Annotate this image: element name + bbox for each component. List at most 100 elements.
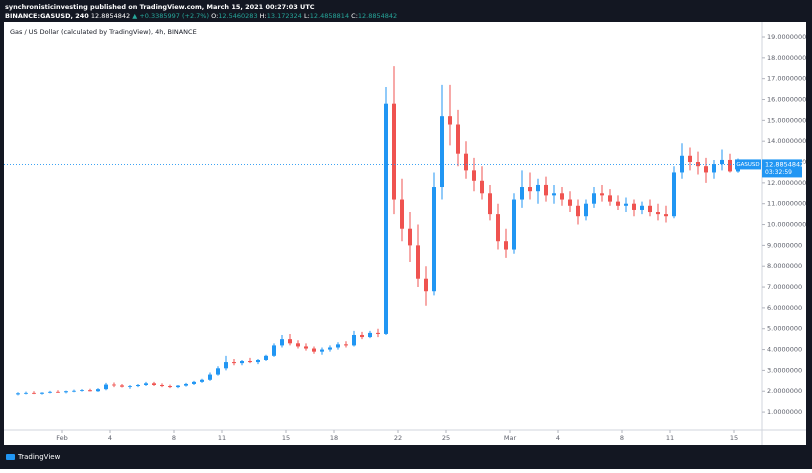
candle-body	[384, 103, 388, 334]
y-tick-label: 1.0000000	[767, 408, 802, 416]
o-label: O:	[211, 12, 218, 20]
change: ▲ +0.3385997 (+2.7%)	[132, 12, 209, 20]
x-tick-label: 22	[394, 434, 402, 442]
publisher: synchronisticinvesting published on Trad…	[5, 3, 315, 11]
symbol-tag-bg	[735, 159, 761, 170]
y-tick-label: 18.0000000	[767, 54, 806, 62]
candle-body	[720, 159, 724, 165]
candle-body	[432, 187, 436, 292]
logo	[6, 454, 15, 460]
c-value: 12.8854842	[358, 12, 397, 20]
candle-body	[152, 383, 156, 385]
candle-body	[344, 344, 348, 346]
y-tick-label: 3.0000000	[767, 366, 802, 374]
logo-icon	[6, 454, 15, 460]
c-label: C:	[351, 12, 358, 20]
candle-body	[216, 368, 220, 375]
chart-panel	[4, 22, 806, 445]
candle-body	[496, 214, 500, 242]
candle-body	[224, 362, 228, 369]
candle-body	[408, 228, 412, 246]
candle-body	[448, 116, 452, 125]
candle-body	[304, 346, 308, 349]
candle-body	[192, 381, 196, 384]
last: 12.8854842	[91, 12, 130, 20]
y-tick-label: 15.0000000	[767, 116, 806, 124]
candle-body	[136, 384, 140, 387]
candle-body	[120, 385, 124, 387]
y-tick-label: 2.0000000	[767, 387, 802, 395]
candle-body	[464, 153, 468, 171]
candle-body	[128, 386, 132, 387]
candle-body	[536, 184, 540, 192]
candle-body	[712, 164, 716, 173]
candle-body	[616, 201, 620, 206]
candle-body	[688, 155, 692, 163]
y-tick-label: 14.0000000	[767, 137, 806, 145]
x-tick-label: 4	[108, 434, 112, 442]
candle-body	[440, 116, 444, 188]
candle-body	[232, 362, 236, 364]
x-tick-label: 11	[666, 434, 674, 442]
y-tick-label: 9.0000000	[767, 241, 802, 249]
candle-body	[552, 193, 556, 196]
candle-body	[208, 374, 212, 380]
candle-body	[328, 347, 332, 350]
x-tick-label: Feb	[56, 434, 68, 442]
y-tick-label: 7.0000000	[767, 283, 802, 291]
candle-body	[72, 390, 76, 392]
candle-body	[416, 245, 420, 279]
candle-body	[336, 344, 340, 348]
countdown: 03:32:59	[765, 169, 792, 176]
y-tick-label: 11.0000000	[767, 200, 806, 208]
x-tick-label: 8	[172, 434, 176, 442]
candle-body	[64, 391, 68, 393]
x-tick-label: 15	[730, 434, 738, 442]
candle-body	[656, 212, 660, 215]
candle-body	[456, 124, 460, 154]
candle-body	[528, 187, 532, 192]
candle-body	[704, 166, 708, 173]
brand: TradingView	[17, 453, 61, 461]
candle-body	[592, 193, 596, 204]
x-tick-label: 18	[330, 434, 338, 442]
h-label: H:	[260, 12, 267, 20]
candle-body	[160, 384, 164, 387]
y-tick-label: 12.0000000	[767, 179, 806, 187]
candle-body	[560, 193, 564, 200]
y-tick-label: 17.0000000	[767, 75, 806, 83]
candle-body	[664, 214, 668, 217]
candle-body	[584, 203, 588, 217]
candle-body	[576, 205, 580, 217]
x-tick-label: 8	[620, 434, 624, 442]
x-tick-label: 15	[282, 434, 290, 442]
y-tick-label: 19.0000000	[767, 33, 806, 41]
candle-body	[40, 392, 44, 394]
candle-body	[504, 241, 508, 250]
candle-body	[568, 199, 572, 206]
l-value: 12.4858814	[310, 12, 349, 20]
price-tag-bg	[762, 159, 802, 178]
symbol-line: BINANCE:GASUSD, 240 12.8854842 ▲ +0.3385…	[5, 12, 397, 20]
price-tag: 12.8854842	[765, 160, 804, 168]
candle-body	[368, 332, 372, 338]
o-value: 12.5460283	[218, 12, 257, 20]
h-value: 13.172324	[267, 12, 302, 20]
candle-body	[488, 193, 492, 215]
y-tick-label: 6.0000000	[767, 304, 802, 312]
candle-body	[312, 348, 316, 352]
candle-body	[360, 334, 364, 338]
x-tick-label: 25	[442, 434, 450, 442]
candle-body	[640, 205, 644, 210]
candle-body	[600, 193, 604, 196]
candle-body	[672, 172, 676, 217]
candle-body	[400, 199, 404, 229]
symbol-tag: GASUSD	[736, 162, 759, 168]
candle-body	[32, 392, 36, 394]
y-tick-label: 16.0000000	[767, 96, 806, 104]
candle-body	[352, 334, 356, 346]
candle-body	[376, 332, 380, 334]
candle-body	[392, 103, 396, 200]
l-label: L:	[304, 12, 310, 20]
